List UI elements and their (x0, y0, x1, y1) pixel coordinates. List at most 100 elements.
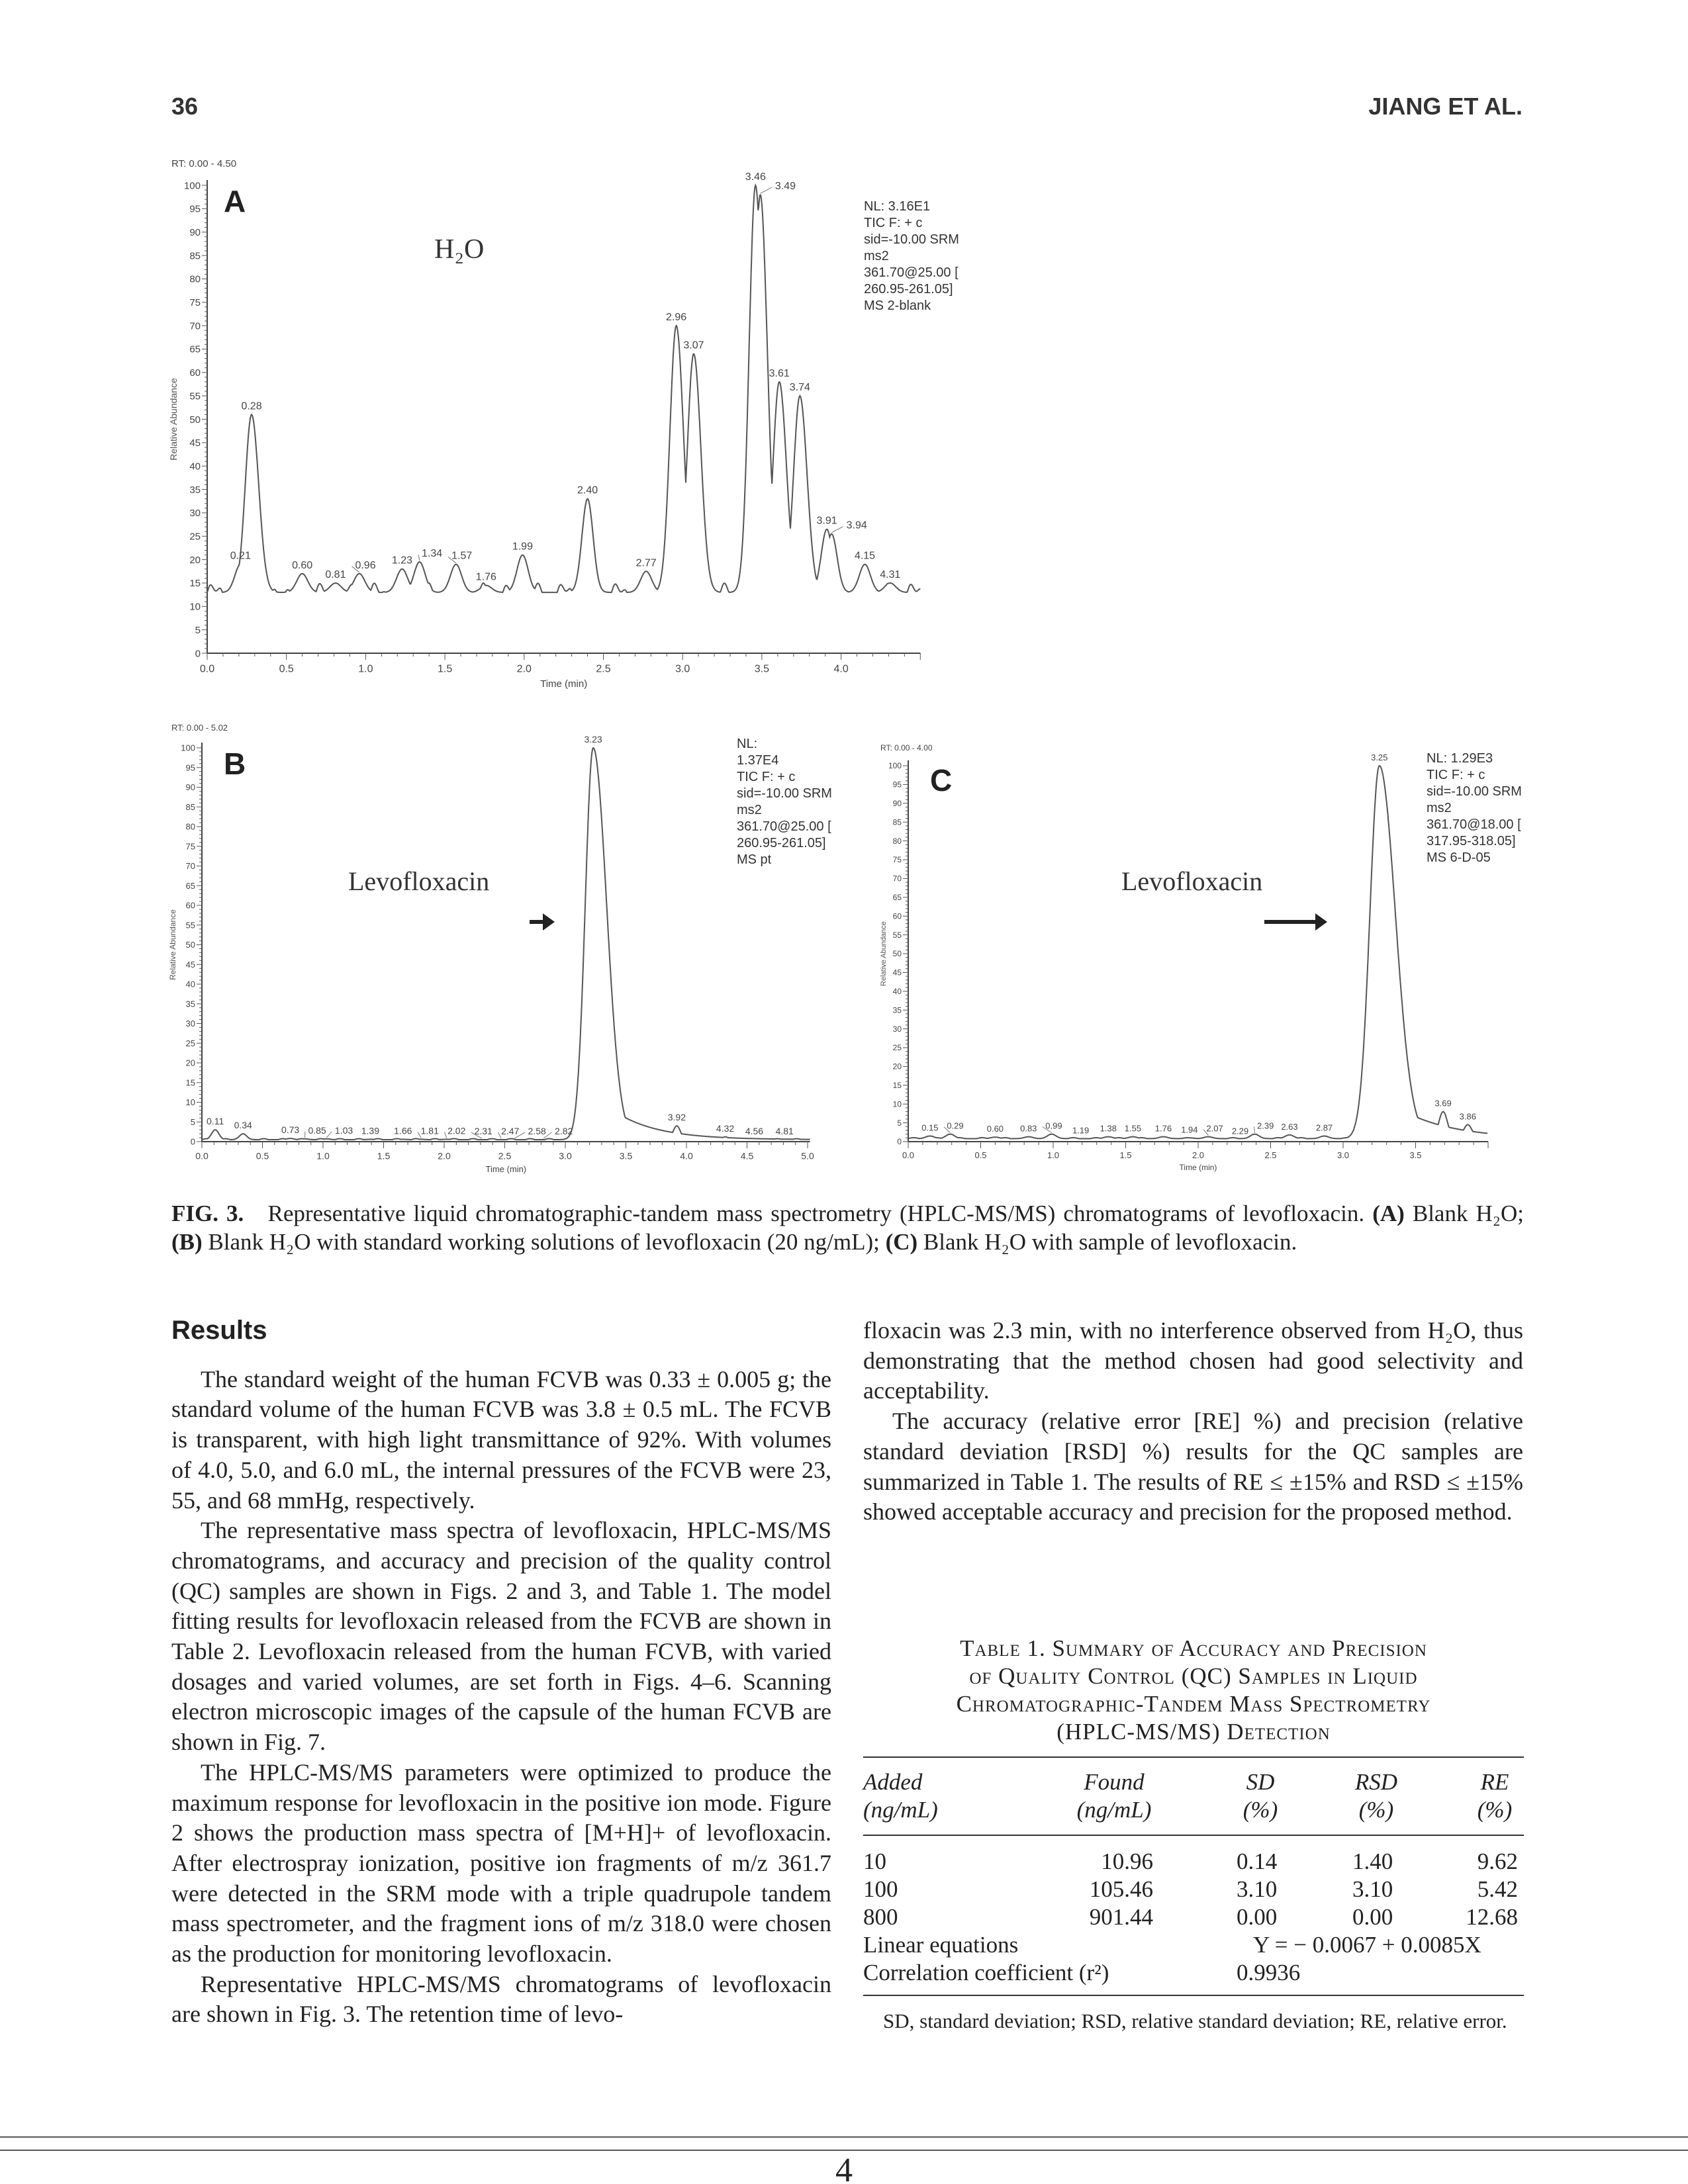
chromatogram-trace (201, 747, 810, 1140)
y-tick-label: 85 (893, 817, 902, 827)
peak-label: 4.15 (855, 551, 875, 562)
column-header-unit: (%) (1477, 1797, 1513, 1823)
panel-label: A (224, 184, 246, 218)
peak-label-leader (326, 1131, 332, 1138)
y-tick-label: 85 (186, 802, 195, 812)
y-tick-label: 20 (189, 555, 201, 566)
column-header-unit: (ng/mL) (863, 1797, 938, 1823)
x-tick-label: 3.5 (620, 1150, 633, 1161)
figure-caption: FIG. 3. Representative liquid chromatogr… (171, 1199, 1524, 1256)
caption-c-label: (C) (885, 1229, 918, 1255)
y-tick-label: 50 (189, 414, 201, 426)
peak-label-leader (417, 1132, 422, 1138)
column-header: RE (1480, 1769, 1509, 1795)
peak-label: 0.85 (308, 1125, 326, 1136)
column-header: Found (1084, 1769, 1145, 1795)
instrument-annotation: 1.37E4 (737, 753, 778, 768)
y-tick-label: 45 (186, 960, 195, 970)
peak-label: 3.94 (847, 520, 867, 531)
caption-label: FIG. 3. (171, 1201, 244, 1226)
panel-label: B (224, 747, 246, 781)
peak-label: 1.76 (476, 571, 496, 582)
y-tick-label: 100 (181, 743, 195, 753)
y-tick-label: 75 (893, 855, 902, 864)
instrument-annotation: TIC F: + c (864, 216, 922, 230)
peak-label-leader (1203, 1129, 1209, 1136)
instrument-annotation: ms2 (864, 249, 889, 263)
paragraph: The HPLC-MS/MS parameters were optimized… (171, 1758, 831, 1968)
peak-label: 2.82 (555, 1126, 573, 1136)
x-tick-label: 4.5 (741, 1150, 754, 1161)
y-tick-label: 5 (897, 1118, 902, 1128)
peak-label: 3.25 (1371, 752, 1387, 762)
table-cell: 1.40 (1352, 1848, 1393, 1874)
peak-label: 2.96 (666, 312, 686, 323)
instrument-annotation: ms2 (737, 803, 762, 817)
y-tick-label: 60 (893, 911, 902, 921)
peak-label: 0.11 (207, 1116, 224, 1126)
y-tick-label: 35 (189, 484, 201, 496)
section-heading-results: Results (171, 1316, 267, 1345)
peak-label: 4.81 (776, 1126, 794, 1136)
y-tick-label: 20 (893, 1062, 902, 1071)
instrument-annotation: ms2 (1427, 801, 1452, 815)
peak-label: 1.57 (451, 551, 472, 562)
column-header: Added (863, 1769, 923, 1795)
peak-label: 2.47 (501, 1126, 519, 1136)
peak-label: 1.03 (335, 1125, 353, 1136)
arrow-icon (530, 913, 555, 931)
peak-label: 0.60 (987, 1124, 1004, 1134)
peak-label: 0.96 (355, 560, 375, 571)
x-tick-label: 2.0 (1192, 1150, 1204, 1160)
peak-label: 0.29 (947, 1121, 963, 1131)
retention-range-label: RT: 0.00 - 4.00 (880, 743, 933, 752)
peak-label: 1.81 (421, 1125, 439, 1136)
instrument-annotation: MS 2-blank (864, 298, 931, 313)
y-tick-label: 65 (893, 893, 902, 902)
peak-label: 0.60 (292, 560, 312, 571)
y-axis-label: Relative Abundance (168, 378, 179, 461)
peak-label: 0.99 (1045, 1121, 1062, 1131)
sample-label: Levofloxacin (348, 866, 489, 896)
y-tick-label: 25 (189, 531, 201, 543)
column-header: RSD (1354, 1769, 1398, 1795)
peak-label-leader (471, 1132, 482, 1139)
footer-rule (0, 2150, 1688, 2151)
retention-range-label: RT: 0.00 - 5.02 (171, 723, 228, 733)
footer-rule (0, 2136, 1688, 2138)
peak-label: 4.56 (745, 1126, 763, 1136)
y-tick-label: 65 (186, 881, 195, 891)
instrument-annotation: NL: (737, 737, 757, 751)
peak-label: 0.81 (325, 569, 346, 580)
chromatogram-trace (908, 765, 1488, 1140)
peak-label: 2.02 (447, 1125, 465, 1136)
peak-label: 2.29 (1232, 1126, 1248, 1136)
x-axis-label: Time (min) (540, 678, 587, 690)
y-tick-label: 55 (186, 920, 195, 930)
table-title-line: (HPLC-MS/MS) Detection (1056, 1719, 1331, 1745)
retention-range-label: RT: 0.00 - 4.50 (171, 158, 236, 169)
y-tick-label: 100 (184, 180, 201, 191)
peak-label-leader (514, 1132, 526, 1139)
y-tick-label: 40 (189, 461, 201, 472)
y-tick-label: 70 (186, 861, 195, 871)
x-tick-label: 0.5 (279, 664, 294, 675)
peak-label-leader (444, 1132, 447, 1138)
right-column: floxacin was 2.3 min, with no interferen… (863, 1316, 1523, 1527)
y-tick-label: 100 (888, 761, 902, 770)
table-cell: 0.00 (1352, 1904, 1393, 1930)
correlation-label: Correlation coefficient (r²) (863, 1960, 1109, 1985)
paragraph: floxacin was 2.3 min, with no interferen… (863, 1317, 1523, 1404)
caption-b-label: (B) (171, 1229, 203, 1255)
paragraph: The representative mass spectra of levof… (171, 1517, 831, 1756)
y-tick-label: 80 (893, 837, 902, 846)
y-tick-label: 80 (189, 274, 201, 285)
x-tick-label: 3.0 (559, 1150, 572, 1161)
sample-label: Levofloxacin (1121, 866, 1262, 896)
table-title-line: Table 1. Summary of Accuracy and Precisi… (960, 1635, 1427, 1661)
instrument-annotation: MS 6-D-05 (1427, 850, 1491, 865)
peak-label: 3.46 (745, 171, 766, 183)
peak-label-leader (760, 187, 773, 194)
instrument-annotation: TIC F: + c (737, 770, 795, 784)
